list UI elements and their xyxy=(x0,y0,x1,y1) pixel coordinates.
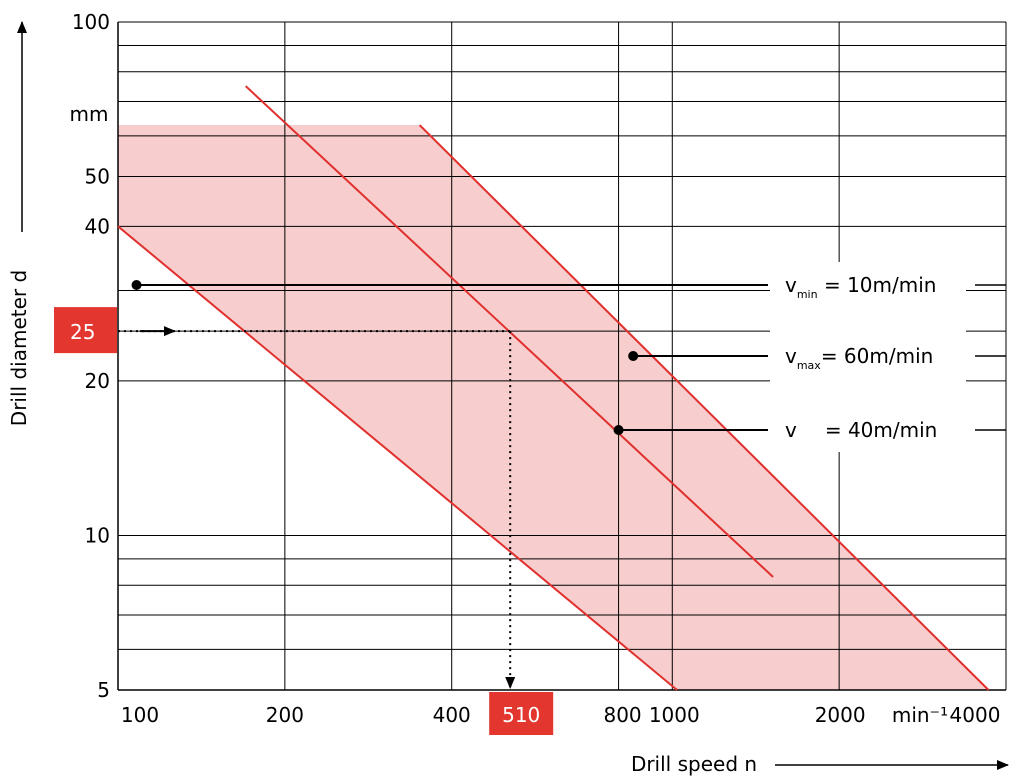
y-unit-label: mm xyxy=(70,102,109,126)
region-fill xyxy=(118,125,989,690)
legend-background xyxy=(770,262,966,452)
legend-label-1: vmax= 60m/min xyxy=(785,344,933,372)
y-tick-label: 10 xyxy=(85,523,110,547)
y-tick-label: 50 xyxy=(85,165,110,189)
example-n-box xyxy=(489,692,554,735)
legend-label-2: v = 40m/min xyxy=(785,418,937,442)
example-n-label: 510 xyxy=(502,703,540,727)
series-marker-1 xyxy=(628,351,639,361)
x-unit-label: min⁻¹ xyxy=(892,703,948,727)
example-d-label: 25 xyxy=(70,320,95,344)
series-marker-0 xyxy=(131,280,142,290)
operating-region xyxy=(118,125,989,690)
y-tick-label: 20 xyxy=(85,369,110,393)
x-tick-label: 400 xyxy=(433,703,471,727)
y-tick-label: 100 xyxy=(72,10,110,34)
x-axis-title: Drill speed n xyxy=(631,752,757,776)
example-d-box xyxy=(54,307,117,354)
x-tick-label: 200 xyxy=(266,703,304,727)
x-tick-label: 800 xyxy=(603,703,641,727)
x-tick-label: 4000 xyxy=(950,703,1001,727)
legend-label-0: vmin = 10m/min xyxy=(785,273,936,301)
x-tick-label: 100 xyxy=(121,703,159,727)
x-tick-label: 1000 xyxy=(649,703,700,727)
legend: vmin = 10m/min vmax= 60m/min v = 40m/min xyxy=(131,262,1006,452)
series-line-1 xyxy=(418,124,990,691)
x-tick-labels: 100 200 400 800 1000 2000 4000 xyxy=(121,703,1001,727)
y-tick-labels: 100 50 40 20 10 5 xyxy=(72,10,110,702)
x-tick-label: 2000 xyxy=(815,703,866,727)
series-line-0 xyxy=(117,225,678,691)
y-tick-label: 5 xyxy=(97,678,110,702)
y-axis-title: Drill diameter d xyxy=(7,270,31,426)
series-marker-2 xyxy=(613,425,624,435)
y-tick-label: 40 xyxy=(85,214,110,238)
plot-frame xyxy=(117,22,1006,691)
